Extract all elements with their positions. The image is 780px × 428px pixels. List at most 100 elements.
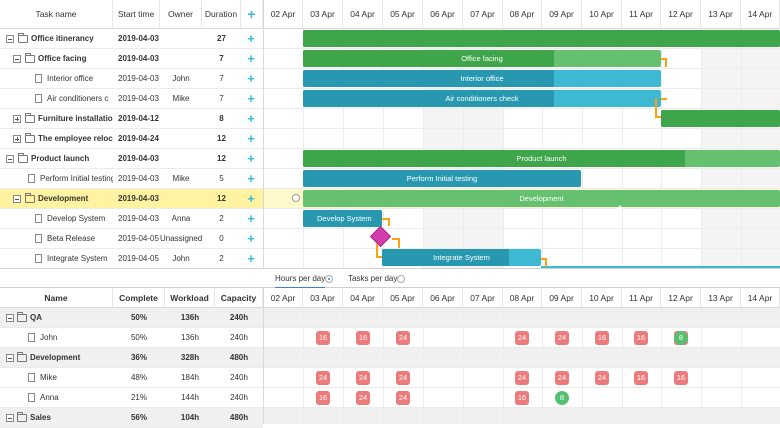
bar-perform-testing[interactable]: Perform Initial testing (303, 170, 581, 187)
col-workload[interactable]: Workload (165, 288, 215, 308)
task-row[interactable]: The employee relocation 2019-04-24 12 + (0, 129, 263, 149)
resource-capacity: 480h (229, 413, 249, 422)
add-subtask-icon[interactable]: + (247, 51, 255, 66)
bar-office-facing[interactable]: Office facing (303, 50, 661, 67)
col-task-name[interactable]: Task name (0, 0, 113, 29)
resource-group-row[interactable]: Sales 56% 104h 480h (0, 408, 263, 428)
col-duration[interactable]: Duration (202, 0, 241, 29)
task-name: Integrate System (47, 254, 108, 263)
task-name: Beta Release (47, 234, 96, 243)
add-subtask-icon[interactable]: + (247, 151, 255, 166)
task-row[interactable]: Office facing 2019-04-03 7 + (0, 49, 263, 69)
hours-per-day-label[interactable]: Hours per day (275, 269, 326, 288)
bar-air-conditioners[interactable]: Air conditioners check (303, 90, 661, 107)
resource-workload: 104h (180, 413, 200, 422)
scale-day: 11 Apr (622, 288, 661, 308)
expand-icon[interactable] (13, 115, 21, 123)
bar-integrate-system[interactable]: Integrate System (382, 249, 541, 266)
scale-day: 10 Apr (582, 0, 622, 29)
bar-interior-office[interactable]: Interior office (303, 70, 661, 87)
task-start: 2019-04-03 (118, 214, 159, 223)
add-subtask-icon[interactable]: + (247, 211, 255, 226)
task-row[interactable]: Air conditioners check 2019-04-03 Mike 7… (0, 89, 263, 109)
file-icon (35, 254, 42, 263)
task-duration: 8 (219, 114, 224, 123)
resource-row[interactable]: Mike 48% 184h 240h (0, 368, 263, 388)
scale-day: 05 Apr (383, 0, 423, 29)
task-duration: 2 (219, 254, 224, 263)
add-subtask-icon[interactable]: + (247, 251, 255, 266)
col-complete[interactable]: Complete (113, 288, 165, 308)
add-subtask-icon[interactable]: + (247, 111, 255, 126)
task-row[interactable]: Furniture installation 2019-04-12 8 + (0, 109, 263, 129)
task-row[interactable]: Beta Release 2019-04-05 Unassigned 0 + (0, 229, 263, 249)
task-start: 2019-04-05 (118, 254, 159, 263)
add-subtask-icon[interactable]: + (247, 191, 255, 206)
load-badge-ok: 8 (555, 391, 569, 405)
task-start: 2019-04-03 (118, 194, 159, 203)
bar-product-launch[interactable]: Product launch (303, 150, 780, 167)
task-row[interactable]: Develop System 2019-04-03 Anna 2 + (0, 209, 263, 229)
bar-furniture-installation[interactable] (661, 110, 780, 127)
task-owner: Unassigned (160, 234, 202, 243)
resource-toolbar: Hours per day Tasks per day (0, 268, 780, 288)
scale-day: 13 Apr (701, 288, 741, 308)
task-row[interactable]: Office itinerancy 2019-04-03 27 + (0, 29, 263, 49)
add-subtask-icon[interactable]: + (247, 171, 255, 186)
resource-group-row[interactable]: QA 50% 136h 240h (0, 308, 263, 328)
col-name[interactable]: Name (0, 288, 113, 308)
bar-office-itinerancy[interactable] (303, 30, 780, 47)
scale-day: 08 Apr (503, 288, 542, 308)
scale-day: 03 Apr (303, 0, 343, 29)
tasks-per-day-radio[interactable] (397, 275, 405, 283)
load-badge: 16 (674, 371, 688, 385)
task-owner: Mike (172, 94, 190, 103)
task-row[interactable]: Product launch 2019-04-03 12 + (0, 149, 263, 169)
add-subtask-icon[interactable]: + (247, 31, 255, 46)
load-badge: 16 (515, 391, 529, 405)
collapse-icon[interactable] (6, 314, 14, 322)
hours-per-day-radio[interactable] (325, 275, 333, 283)
collapse-icon[interactable] (13, 195, 21, 203)
collapse-icon[interactable] (6, 414, 14, 422)
task-name: Perform Initial testing (40, 174, 113, 183)
bar-develop-system[interactable]: Develop System (303, 210, 382, 227)
collapse-icon[interactable] (13, 55, 21, 63)
add-subtask-icon[interactable]: + (247, 131, 255, 146)
collapse-icon[interactable] (6, 155, 14, 163)
task-duration: 27 (217, 34, 226, 43)
collapse-icon[interactable] (6, 354, 14, 362)
resource-group-row[interactable]: Development 36% 328h 480h (0, 348, 263, 368)
col-owner[interactable]: Owner (160, 0, 202, 29)
collapse-icon[interactable] (6, 35, 14, 43)
link-handle-icon[interactable] (292, 194, 300, 202)
task-row[interactable]: Interior office 2019-04-03 John 7 + (0, 69, 263, 89)
task-row[interactable]: Perform Initial testing 2019-04-03 Mike … (0, 169, 263, 189)
task-duration: 0 (219, 234, 224, 243)
col-capacity[interactable]: Capacity (215, 288, 263, 308)
add-subtask-icon[interactable]: + (247, 231, 255, 246)
add-task-header-button[interactable]: + (241, 0, 263, 29)
bar-development[interactable]: Development (303, 190, 780, 207)
resource-name: Mike (40, 373, 57, 382)
milestone-beta-release[interactable] (369, 225, 392, 248)
progress-drag-icon[interactable] (617, 205, 623, 209)
load-badge: 16 (356, 331, 370, 345)
add-subtask-icon[interactable]: + (247, 91, 255, 106)
file-icon (28, 174, 35, 183)
resource-name: Sales (30, 413, 51, 422)
task-row-selected[interactable]: Development 2019-04-03 12 + (0, 189, 263, 209)
task-name: Interior office (47, 74, 94, 83)
resource-row[interactable]: Anna 21% 144h 240h (0, 388, 263, 408)
task-row[interactable]: Integrate System 2019-04-05 John 2 + (0, 249, 263, 269)
col-start-time[interactable]: Start time (113, 0, 160, 29)
resource-row[interactable]: John 50% 136h 240h (0, 328, 263, 348)
resource-complete: 50% (130, 313, 147, 322)
add-subtask-icon[interactable]: + (247, 71, 255, 86)
file-icon (35, 94, 42, 103)
resource-workload: 144h (181, 393, 199, 402)
expand-icon[interactable] (13, 135, 21, 143)
tasks-per-day-label[interactable]: Tasks per day (348, 274, 398, 283)
resource-name: Development (30, 353, 81, 362)
task-owner (160, 29, 202, 49)
